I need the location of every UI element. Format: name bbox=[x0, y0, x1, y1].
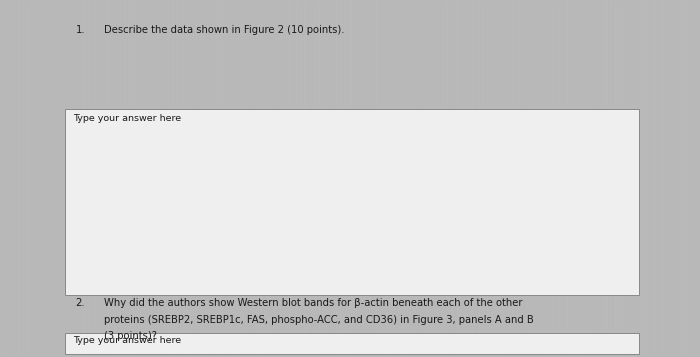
FancyBboxPatch shape bbox=[65, 109, 639, 295]
Text: 1.: 1. bbox=[76, 25, 85, 35]
FancyBboxPatch shape bbox=[65, 333, 639, 354]
Text: Describe the data shown in Figure 2 (10 points).: Describe the data shown in Figure 2 (10 … bbox=[104, 25, 344, 35]
Text: Type your answer here: Type your answer here bbox=[74, 336, 181, 345]
Text: 2.: 2. bbox=[76, 298, 85, 308]
Text: proteins (SREBP2, SREBP1c, FAS, phospho-ACC, and CD36) in Figure 3, panels A and: proteins (SREBP2, SREBP1c, FAS, phospho-… bbox=[104, 315, 533, 325]
Text: Type your answer here: Type your answer here bbox=[74, 114, 181, 123]
Text: Why did the authors show Western blot bands for β-actin beneath each of the othe: Why did the authors show Western blot ba… bbox=[104, 298, 522, 308]
Text: (3 points)?: (3 points)? bbox=[104, 331, 157, 341]
